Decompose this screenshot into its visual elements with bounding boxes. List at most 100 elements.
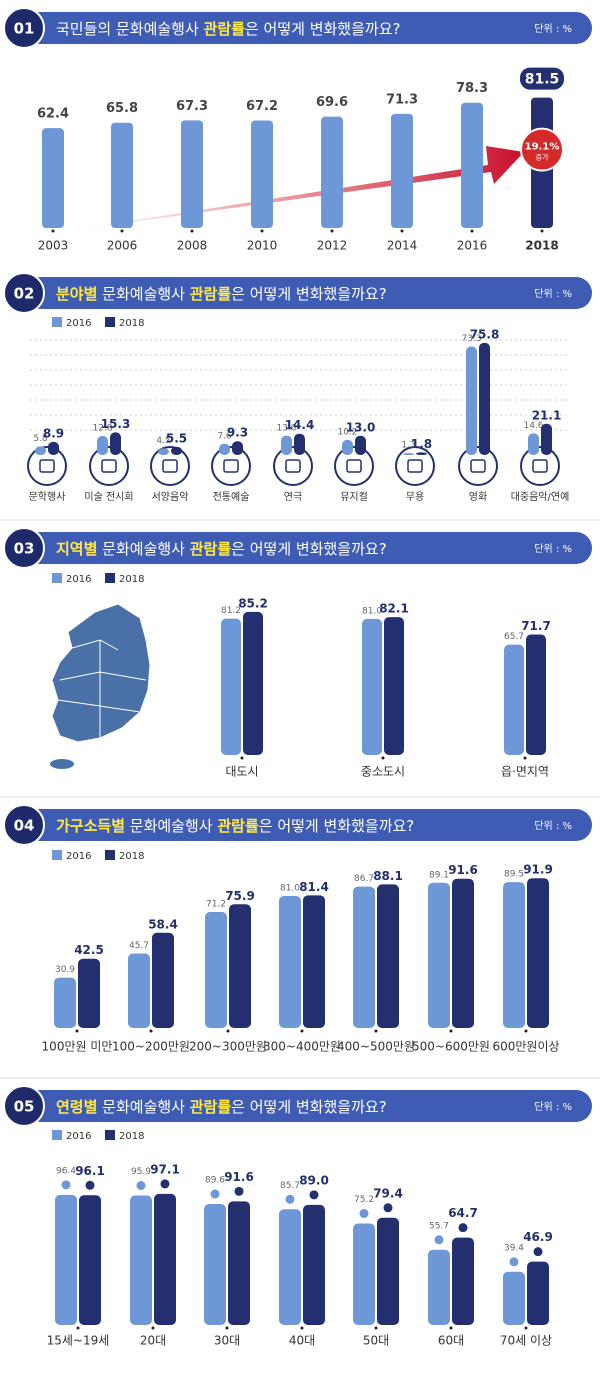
icon-glyph bbox=[39, 459, 55, 473]
x-tick-label: 2003 bbox=[38, 239, 69, 253]
base-dot bbox=[260, 229, 264, 233]
x-tick-label: 무용 bbox=[406, 491, 424, 503]
category-icon bbox=[27, 446, 67, 486]
title-part: 연령별 bbox=[56, 1098, 97, 1116]
header-number: 01 bbox=[14, 20, 35, 38]
value-label: 4.5 bbox=[156, 436, 170, 446]
title-part: 은 어떻게 변화했을까요? bbox=[231, 1098, 387, 1116]
value-label: 65.7 bbox=[504, 632, 524, 642]
bar bbox=[452, 1237, 474, 1325]
value-label: 81.4 bbox=[299, 880, 329, 894]
bar bbox=[503, 882, 525, 1028]
header-bar bbox=[24, 809, 592, 841]
value-label: 67.3 bbox=[176, 99, 208, 114]
header-bar bbox=[24, 532, 592, 564]
value-label: 75.8 bbox=[470, 327, 500, 341]
legend-swatch bbox=[52, 317, 62, 327]
base-dot bbox=[76, 1326, 80, 1330]
title-part: 분야별 bbox=[56, 285, 97, 303]
bar-dot bbox=[61, 1180, 71, 1190]
value-label: 81.0 bbox=[280, 883, 300, 893]
base-dot bbox=[524, 1326, 528, 1330]
bar bbox=[541, 423, 552, 455]
value-label: 85.2 bbox=[238, 596, 268, 610]
bar-dot bbox=[458, 1223, 468, 1233]
base-dot bbox=[120, 229, 124, 233]
icon-glyph bbox=[532, 459, 548, 473]
header-title: 분야별 문화예술행사 관람률은 어떻게 변화했을까요? bbox=[56, 285, 387, 303]
bar bbox=[503, 1271, 525, 1325]
icon-glyph bbox=[407, 459, 423, 473]
value-label: 91.6 bbox=[224, 1170, 254, 1184]
legend-label: 2018 bbox=[119, 1131, 144, 1142]
x-tick-label: 100만원 미만 bbox=[42, 1040, 113, 1054]
value-label: 58.4 bbox=[148, 917, 178, 931]
value-label: 39.4 bbox=[504, 1243, 524, 1253]
x-tick-label: 대중음악/연예 bbox=[511, 491, 570, 503]
bar bbox=[128, 953, 150, 1028]
value-label: 75.9 bbox=[225, 889, 255, 903]
value-label: 79.4 bbox=[373, 1186, 403, 1200]
value-label: 86.7 bbox=[354, 874, 374, 884]
bar bbox=[527, 1261, 549, 1325]
bar-dot bbox=[434, 1235, 444, 1245]
category-icon bbox=[211, 446, 251, 486]
bar bbox=[479, 342, 490, 455]
bar bbox=[461, 102, 483, 228]
bar bbox=[55, 1194, 77, 1325]
value-label: 91.9 bbox=[523, 863, 553, 877]
value-label: 89.1 bbox=[429, 870, 449, 880]
legend-label: 2016 bbox=[66, 574, 91, 585]
legend-label: 2018 bbox=[119, 318, 144, 329]
value-label: 69.6 bbox=[316, 95, 348, 110]
bar bbox=[205, 911, 227, 1028]
bar-dot bbox=[85, 1180, 95, 1190]
x-tick-label: 40대 bbox=[289, 1334, 315, 1348]
bar bbox=[228, 1201, 250, 1325]
bar bbox=[204, 1204, 226, 1325]
x-tick-label: 뮤지컬 bbox=[340, 490, 368, 503]
value-label: 78.3 bbox=[456, 81, 488, 96]
header-badge bbox=[3, 272, 45, 314]
x-tick-label: 대도시 bbox=[225, 765, 258, 779]
value-label: 81.0 bbox=[362, 606, 382, 616]
bar-dot bbox=[210, 1189, 220, 1199]
x-tick-label: 2006 bbox=[107, 239, 138, 253]
bar bbox=[42, 128, 64, 228]
unit: 단위 : % bbox=[534, 819, 572, 832]
bar-dot bbox=[533, 1247, 543, 1257]
bar-dot bbox=[136, 1181, 146, 1191]
value-label: 21.1 bbox=[532, 408, 562, 422]
bar bbox=[35, 446, 46, 455]
header-bar bbox=[24, 12, 592, 44]
category-icon bbox=[150, 446, 190, 486]
value-label: 91.6 bbox=[448, 863, 478, 877]
title-part: 관람률 bbox=[190, 1098, 232, 1116]
value-label: 10.2 bbox=[337, 427, 357, 437]
title-part: 관람률 bbox=[204, 20, 246, 38]
unit: 단위 : % bbox=[534, 287, 572, 300]
x-tick-label: 20대 bbox=[140, 1334, 166, 1348]
title-part: 관람률 bbox=[190, 540, 232, 558]
value-label: 89.5 bbox=[504, 870, 524, 880]
header-number: 05 bbox=[14, 1098, 35, 1116]
value-badge bbox=[520, 67, 564, 90]
value-label: 13.0 bbox=[346, 420, 376, 434]
x-tick-label: 50대 bbox=[363, 1334, 389, 1348]
bar bbox=[279, 895, 301, 1028]
value-label: 14.6 bbox=[523, 421, 543, 431]
legend-label: 2018 bbox=[119, 851, 144, 862]
bar-dot bbox=[160, 1179, 170, 1189]
header-bar bbox=[24, 1090, 592, 1122]
value-label: 71.3 bbox=[386, 92, 418, 107]
value-label: 85.7 bbox=[280, 1181, 300, 1191]
value-label: 73.3 bbox=[461, 334, 481, 344]
bar-dot bbox=[383, 1203, 393, 1213]
bar bbox=[384, 617, 404, 755]
bar bbox=[181, 120, 203, 228]
icon-glyph bbox=[285, 459, 301, 473]
x-tick-label: 300~400만원 bbox=[263, 1040, 341, 1054]
bar bbox=[281, 435, 292, 455]
x-tick-label: 2018 bbox=[525, 239, 558, 253]
base-dot bbox=[190, 229, 194, 233]
